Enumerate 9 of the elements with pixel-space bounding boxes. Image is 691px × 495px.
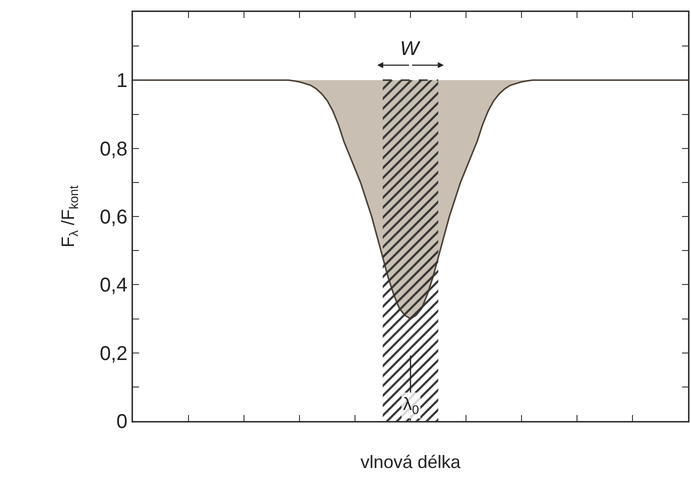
annotation: W [400,38,421,60]
y-tick-label: 0,6 [100,206,128,228]
y-tick-label: 0,2 [100,342,128,365]
y-tick-label: 0,8 [100,138,128,160]
y-tick-label: 1 [116,70,128,92]
y-tick-label: 0,4 [100,274,128,297]
y-tick-label: 0 [116,411,128,433]
annotation: λ$_{0}$ [403,394,420,417]
x-axis-title: vlnová délka [360,452,462,472]
